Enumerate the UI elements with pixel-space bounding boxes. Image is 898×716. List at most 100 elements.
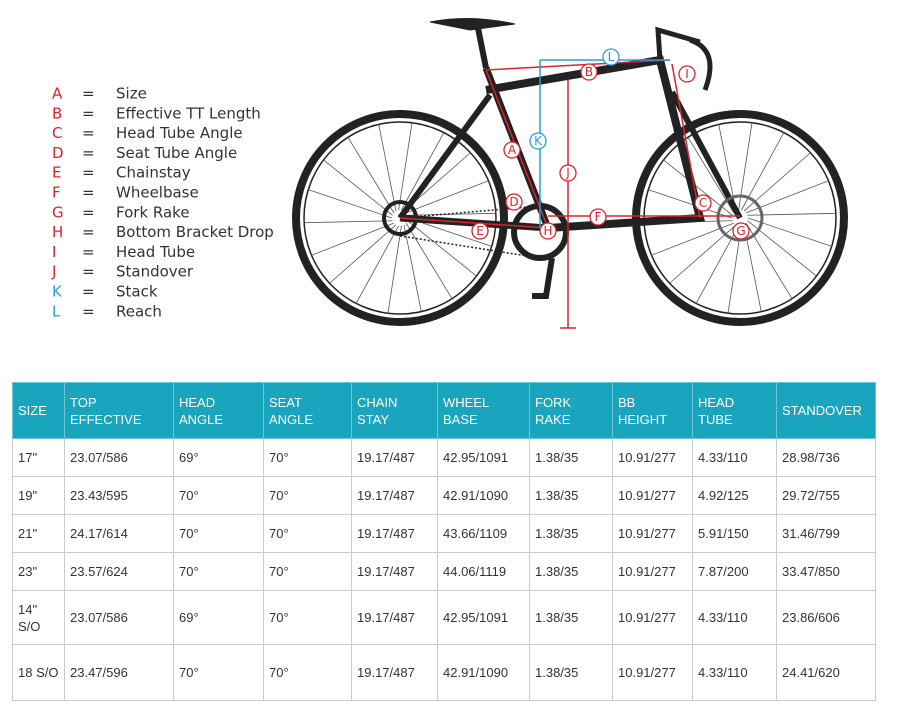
table-cell: 19.17/487 xyxy=(351,644,438,701)
legend-name: Standover xyxy=(116,263,194,281)
legend-letter: F xyxy=(52,184,61,202)
legend-name: Seat Tube Angle xyxy=(116,144,237,162)
table-cell: 23" xyxy=(12,552,65,591)
table-cell: 42.95/1091 xyxy=(437,590,530,645)
table-cell: 1.38/35 xyxy=(529,514,613,553)
legend-separator: = xyxy=(82,184,95,202)
tag-circle xyxy=(471,222,489,240)
tag-circle xyxy=(503,141,521,159)
legend-name: Fork Rake xyxy=(116,203,190,221)
legend: A = Size B = Effective TT Length C = Head Tube A… xyxy=(51,85,274,321)
table-cell: 18 S/O xyxy=(12,644,65,701)
table-cell: 44.06/1119 xyxy=(437,552,530,591)
legend-letter: C xyxy=(52,124,62,142)
table-cell: 4.33/110 xyxy=(692,644,777,701)
table-cell: 42.95/1091 xyxy=(437,438,530,477)
table-cell: 19" xyxy=(12,476,65,515)
tag-circle xyxy=(602,48,620,66)
legend-letter: H xyxy=(52,223,63,241)
legend-separator: = xyxy=(82,243,95,261)
table-cell: 23.86/606 xyxy=(776,590,876,645)
table-cell: 4.33/110 xyxy=(692,438,777,477)
tag-letter: F xyxy=(595,210,602,224)
legend-letter: E xyxy=(52,164,61,182)
table-cell: 19.17/487 xyxy=(351,590,438,645)
table-cell: 19.17/487 xyxy=(351,514,438,553)
table-cell: 23.43/595 xyxy=(64,476,174,515)
dimension-lines xyxy=(399,59,740,329)
table-cell: 24.41/620 xyxy=(776,644,876,701)
tag-circle xyxy=(539,222,557,240)
table-row: 19" 23.43/595 70° 70° 19.17/487 42.91/1090 1.3… xyxy=(12,476,876,515)
table-cell: 70° xyxy=(263,514,352,553)
table-row: 18 S/O 23.47/596 70° 70° 19.17/487 42.91/1090… xyxy=(12,644,876,701)
tag-circle xyxy=(580,63,598,81)
legend-separator: = xyxy=(82,203,95,221)
legend-name: Head Tube xyxy=(116,243,195,261)
legend-name: Stack xyxy=(116,283,158,301)
header-cell: SIZE xyxy=(12,382,65,439)
table-cell: 43.66/1109 xyxy=(437,514,530,553)
tag-letter: H xyxy=(543,224,552,238)
table-cell: 4.33/110 xyxy=(692,590,777,645)
table-cell: 42.91/1090 xyxy=(437,644,530,701)
table-cell: 1.38/35 xyxy=(529,476,613,515)
table-cell: 10.91/277 xyxy=(612,438,693,477)
legend-name: Chainstay xyxy=(116,164,191,182)
legend-separator: = xyxy=(82,302,95,320)
table-cell: 28.98/736 xyxy=(776,438,876,477)
table-cell: 5.91/150 xyxy=(692,514,777,553)
table-cell: 70° xyxy=(263,476,352,515)
header-row: SIZE TOP EFFECTIVE HEAD ANGLE SEAT ANGLE CHA… xyxy=(12,382,876,439)
table-row: 17" 23.07/586 69° 70° 19.17/487 42.95/1091 1.3… xyxy=(12,438,876,477)
legend-letter: D xyxy=(52,144,64,162)
legend-letter: I xyxy=(52,243,56,261)
legend-letter: J xyxy=(51,263,56,281)
header-cell: HEAD TUBE xyxy=(692,382,777,439)
header-cell: TOP EFFECTIVE xyxy=(64,382,174,439)
table-cell: 10.91/277 xyxy=(612,476,693,515)
tag-letter: D xyxy=(509,195,518,209)
table-cell: 31.46/799 xyxy=(776,514,876,553)
table-cell: 69° xyxy=(173,438,264,477)
legend-name: Effective TT Length xyxy=(116,104,261,122)
table-cell: 29.72/755 xyxy=(776,476,876,515)
table-cell: 1.38/35 xyxy=(529,644,613,701)
table-cell: 23.07/586 xyxy=(64,438,174,477)
legend-separator: = xyxy=(82,283,95,301)
legend-separator: = xyxy=(82,263,95,281)
table-cell: 42.91/1090 xyxy=(437,476,530,515)
legend-separator: = xyxy=(82,124,95,142)
table-cell: 1.38/35 xyxy=(529,438,613,477)
tag-circle xyxy=(732,222,750,240)
tag-circle xyxy=(678,65,696,83)
tag-circle xyxy=(559,164,577,182)
tag-letter: B xyxy=(585,65,593,79)
table-cell: 70° xyxy=(263,438,352,477)
tag-letter: L xyxy=(608,50,615,64)
tag-letter: G xyxy=(736,224,745,238)
table-row: 21" 24.17/614 70° 70° 19.17/487 43.66/1109 1.3… xyxy=(12,514,876,553)
table-cell: 70° xyxy=(173,644,264,701)
header-cell: SEAT ANGLE xyxy=(263,382,352,439)
tag-circle xyxy=(694,194,712,212)
geometry-table: SIZE TOP EFFECTIVE HEAD ANGLE SEAT ANGLE CHA… xyxy=(12,382,876,701)
legend-separator: = xyxy=(82,104,95,122)
table-cell: 70° xyxy=(173,514,264,553)
table-cell: 70° xyxy=(173,552,264,591)
table-row: 14" S/O 23.07/586 69° 70° 19.17/487 42.95/109… xyxy=(12,590,876,645)
table-cell: 70° xyxy=(263,552,352,591)
tag-letter: K xyxy=(534,134,543,148)
bike-drawing xyxy=(292,17,848,326)
legend-name: Wheelbase xyxy=(116,184,199,202)
header-cell: WHEEL BASE xyxy=(437,382,530,439)
diagram-tags: A B C D E F G H I J K L xyxy=(471,48,750,240)
tag-letter: C xyxy=(699,196,707,210)
table-cell: 33.47/850 xyxy=(776,552,876,591)
header-cell: STANDOVER xyxy=(776,382,876,439)
tag-letter: A xyxy=(508,143,517,157)
table-cell: 19.17/487 xyxy=(351,552,438,591)
legend-letter: B xyxy=(52,104,62,122)
legend-name: Reach xyxy=(116,302,162,320)
